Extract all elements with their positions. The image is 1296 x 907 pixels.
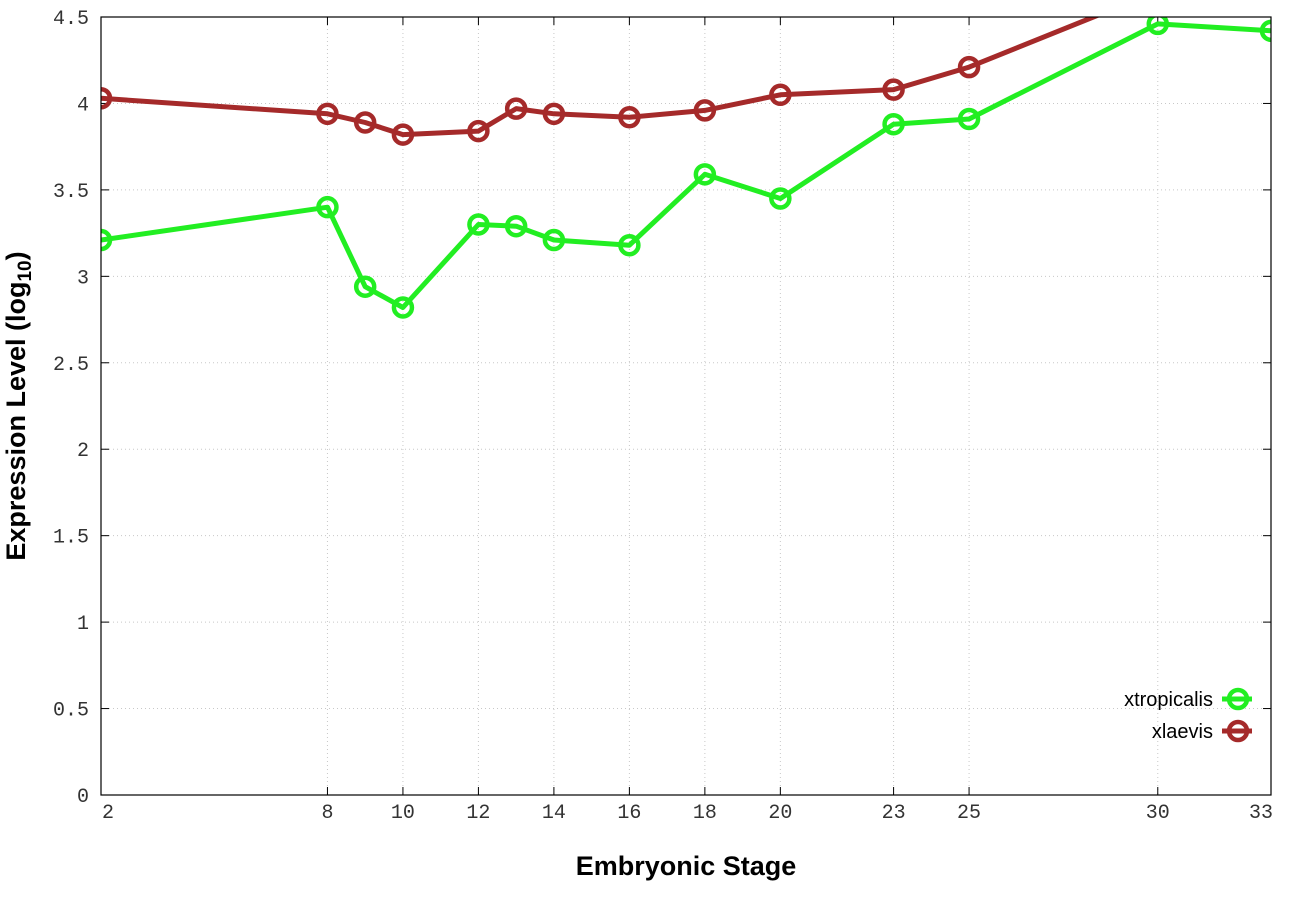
data-point-xlaevis (316, 102, 339, 126)
data-point-xlaevis (353, 111, 377, 134)
legend-label-xlaevis: xlaevis (1152, 721, 1213, 743)
series-xlaevis (101, 17, 1101, 146)
x-tick-label: 20 (768, 802, 792, 825)
data-point-xlaevis (882, 78, 905, 101)
plot-frame (100, 16, 1272, 796)
x-tick-label: 23 (882, 802, 906, 825)
data-point-xtropicalis (882, 112, 905, 136)
legend-swatch-marker-xtropicalis (1226, 687, 1250, 711)
series-line-xlaevis (101, 17, 1101, 138)
y-tick-label: 0.5 (53, 700, 89, 723)
legend-label-xtropicalis: xtropicalis (1124, 689, 1213, 711)
legend: xtropicalis xlaevis (1124, 687, 1252, 743)
data-point-xlaevis (618, 106, 641, 129)
data-point-xtropicalis (353, 275, 377, 298)
data-point-xtropicalis (101, 228, 113, 252)
x-tick-label: 14 (542, 802, 566, 825)
data-point-xlaevis (542, 102, 566, 126)
x-tick-label: 30 (1146, 802, 1170, 825)
y-axis-title-suffix: ) (1, 251, 31, 260)
data-point-xtropicalis (1146, 17, 1170, 36)
legend-swatch-marker-xlaevis (1226, 719, 1250, 743)
data-point-xtropicalis (391, 296, 415, 319)
data-point-xtropicalis (618, 233, 641, 257)
data-point-xtropicalis (542, 228, 566, 252)
y-tick-label: 1.5 (53, 527, 89, 550)
data-point-xtropicalis (957, 107, 981, 131)
data-point-xlaevis (957, 55, 981, 79)
y-tick-label: 0 (77, 786, 89, 809)
data-point-xlaevis (504, 97, 528, 120)
data-point-xlaevis (693, 99, 717, 122)
data-point-xlaevis (391, 123, 415, 146)
data-point-xlaevis (769, 83, 792, 107)
series-layer (101, 17, 1271, 319)
y-tick-label: 3.5 (53, 181, 89, 204)
y-tick-label: 1 (77, 613, 89, 636)
axis-ticks: 0 0.5 1 1.5 2 2.5 3 3.5 4 4.5 2 8 10 12 14 16 18 20 23 25 30… (53, 8, 1273, 825)
data-point-xtropicalis (316, 195, 339, 219)
x-tick-label: 8 (321, 802, 333, 825)
y-axis-title-main: Expression Level (log (1, 282, 31, 561)
x-tick-label: 2 (102, 802, 114, 825)
data-point-xtropicalis (504, 214, 528, 238)
data-point-xlaevis (101, 87, 113, 110)
series-line-xtropicalis (101, 21, 1271, 310)
y-tick-label: 4.5 (53, 8, 89, 31)
data-point-xlaevis (467, 119, 490, 143)
y-axis-title: Expression Level (log10) (1, 251, 36, 560)
y-tick-label: 2 (77, 440, 89, 463)
series-xtropicalis (101, 17, 1271, 319)
data-point-xtropicalis (1259, 19, 1271, 43)
x-tick-label: 12 (466, 802, 490, 825)
data-point-xtropicalis (769, 187, 792, 210)
data-point-xtropicalis (693, 163, 717, 186)
y-axis-title-subscript: 10 (15, 260, 36, 281)
y-tick-label: 3 (77, 267, 89, 290)
x-tick-label: 16 (617, 802, 641, 825)
x-tick-label: 18 (693, 802, 717, 825)
x-tick-label: 33 (1249, 802, 1273, 825)
data-point-xtropicalis (467, 213, 490, 236)
grid (101, 17, 1271, 795)
x-tick-label: 10 (391, 802, 415, 825)
y-tick-label: 2.5 (53, 354, 89, 377)
x-axis-title: Embryonic Stage (576, 851, 797, 881)
x-tick-label: 25 (957, 802, 981, 825)
y-tick-label: 4 (77, 94, 89, 117)
